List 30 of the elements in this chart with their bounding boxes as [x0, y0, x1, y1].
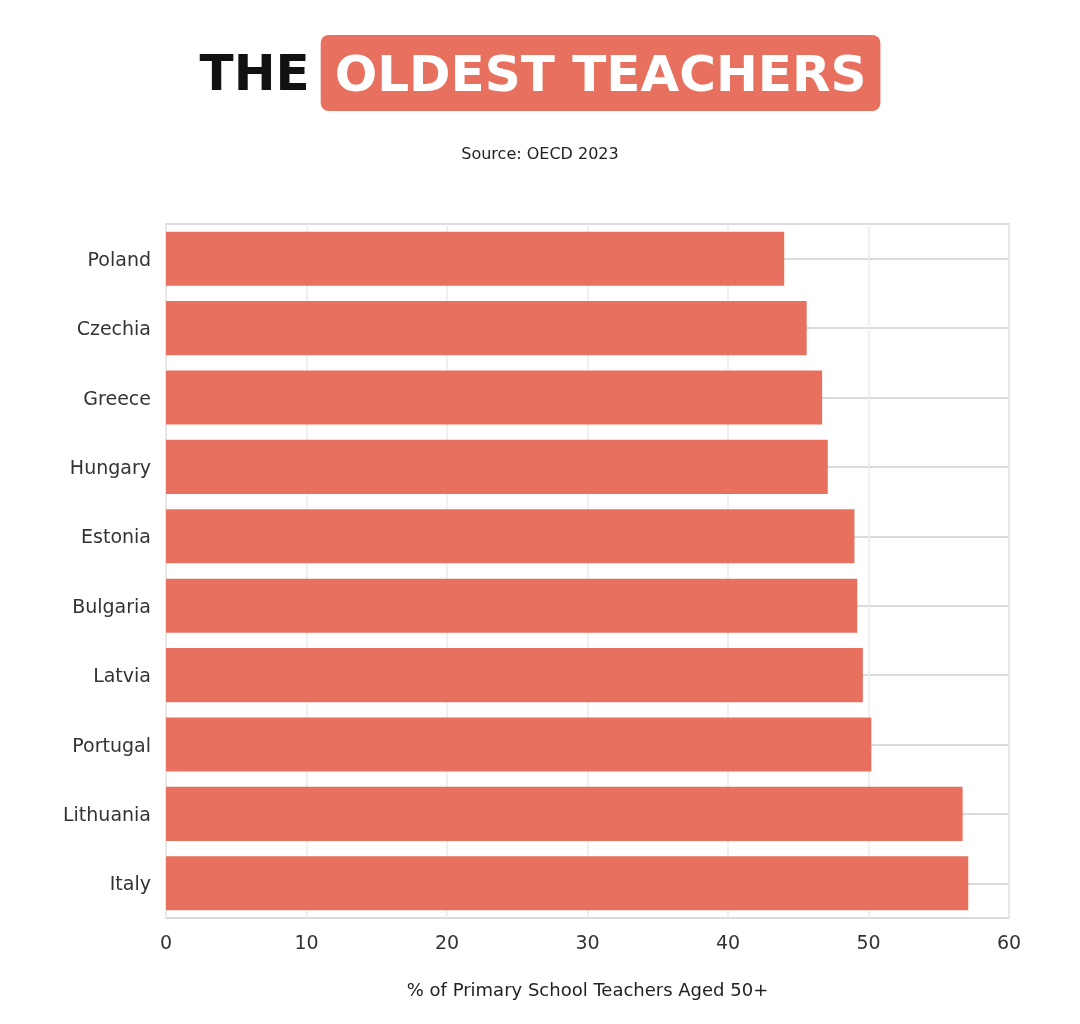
y-tick-label: Czechia: [76, 317, 151, 340]
y-tick-label: Portugal: [72, 733, 151, 756]
x-tick-label: 40: [715, 930, 741, 953]
x-tick-label: 30: [575, 930, 600, 953]
x-tick-label: 50: [856, 930, 881, 953]
x-tick-label: 10: [294, 930, 319, 953]
x-tick-label: 0: [159, 930, 173, 953]
chart-title: THE OLDEST TEACHERS: [199, 44, 867, 103]
y-tick-label: Bulgaria: [72, 594, 151, 617]
bar: [166, 370, 823, 425]
bar: [166, 231, 785, 286]
bar: [166, 856, 969, 911]
bar: [166, 509, 855, 564]
y-tick-label: Greece: [83, 386, 151, 409]
bar: [166, 578, 858, 633]
y-tick-label: Lithuania: [62, 802, 151, 825]
bar: [166, 301, 807, 356]
bar: [166, 786, 963, 841]
y-tick-label: Latvia: [93, 664, 151, 687]
source-note: Source: OECD 2023: [461, 143, 619, 163]
x-axis-title: % of Primary School Teachers Aged 50+: [406, 978, 769, 1000]
bar: [166, 717, 872, 772]
y-tick-label: Italy: [109, 872, 151, 895]
y-tick-label: Hungary: [69, 455, 151, 478]
bar: [166, 439, 828, 494]
bar: [166, 648, 863, 703]
y-tick-label: Poland: [87, 247, 151, 270]
x-tick-label: 60: [996, 930, 1022, 953]
y-tick-label: Estonia: [81, 525, 151, 548]
x-tick-label: 20: [434, 930, 460, 953]
